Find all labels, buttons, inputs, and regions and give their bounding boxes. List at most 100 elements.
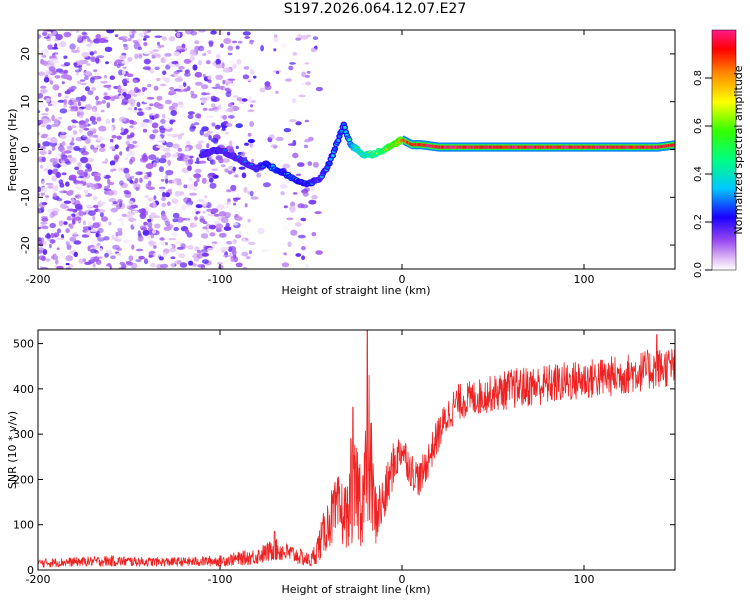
noise-blob	[280, 42, 288, 48]
noise-blob	[166, 133, 175, 137]
noise-blob	[220, 43, 224, 48]
noise-blob	[54, 43, 58, 49]
noise-blob	[151, 229, 157, 234]
noise-blob	[83, 127, 90, 131]
noise-blob	[204, 195, 208, 199]
noise-blob	[230, 184, 237, 191]
noise-blob	[58, 201, 63, 205]
noise-blob	[153, 245, 157, 249]
noise-blob	[126, 73, 134, 78]
noise-blob	[165, 141, 174, 148]
noise-blob	[202, 259, 209, 264]
trace-band-core	[626, 145, 629, 149]
noise-blob	[120, 221, 125, 226]
noise-blob	[95, 34, 102, 39]
noise-blob	[148, 214, 152, 219]
noise-blob	[41, 121, 48, 127]
noise-blob	[55, 154, 61, 158]
noise-blob	[224, 131, 230, 135]
noise-blob	[156, 77, 161, 82]
noise-blob	[237, 40, 243, 44]
noise-blob	[49, 212, 55, 219]
noise-blob	[250, 196, 259, 200]
noise-blob	[38, 71, 46, 76]
noise-blob	[210, 30, 218, 35]
noise-blob	[41, 225, 49, 230]
noise-blob	[273, 34, 278, 38]
noise-blob	[103, 84, 112, 88]
noise-blob	[232, 40, 237, 44]
noise-blob	[227, 52, 233, 56]
noise-blob	[297, 203, 305, 209]
noise-blob	[225, 222, 230, 228]
noise-blob	[198, 30, 206, 33]
noise-blob	[206, 130, 213, 134]
noise-blob	[133, 41, 140, 45]
snr-series-line	[38, 330, 675, 568]
noise-blob	[141, 70, 148, 74]
noise-blob	[143, 42, 148, 46]
noise-blob	[85, 204, 93, 208]
noise-blob	[58, 116, 63, 120]
noise-blob	[283, 205, 288, 209]
noise-blob	[108, 86, 113, 93]
noise-blob	[92, 204, 99, 209]
noise-blob	[102, 266, 110, 269]
noise-blob	[190, 93, 198, 99]
noise-blob	[209, 232, 216, 237]
noise-blob	[178, 65, 185, 70]
noise-blob	[185, 245, 193, 249]
noise-blob	[109, 160, 116, 166]
noise-blob	[134, 177, 139, 184]
noise-blob	[62, 104, 68, 108]
noise-blob	[111, 134, 117, 139]
noise-blob	[96, 144, 101, 148]
noise-blob	[200, 233, 209, 239]
noise-blob	[242, 74, 250, 80]
noise-blob	[177, 147, 182, 152]
noise-blob	[40, 49, 49, 55]
noise-blob	[131, 244, 135, 250]
noise-blob	[194, 40, 200, 45]
noise-blob	[121, 101, 128, 106]
noise-blob	[128, 255, 134, 262]
noise-blob	[167, 159, 172, 166]
noise-blob	[116, 235, 125, 240]
noise-blobs	[38, 30, 324, 269]
noise-blob	[172, 143, 180, 149]
noise-blob	[67, 145, 73, 151]
noise-blob	[106, 189, 115, 196]
noise-blob	[245, 256, 251, 260]
noise-blob	[75, 30, 80, 33]
noise-blob	[122, 66, 127, 70]
y-tick-label: 500	[13, 338, 34, 351]
x-tick-label: 0	[399, 273, 406, 286]
noise-blob	[45, 70, 52, 75]
noise-blob	[87, 221, 92, 226]
noise-blob	[188, 176, 193, 183]
noise-blob	[120, 35, 128, 40]
noise-blob	[127, 57, 133, 62]
noise-blob	[38, 34, 42, 39]
noise-blob	[47, 185, 53, 189]
noise-blob	[220, 164, 226, 168]
noise-blob	[168, 105, 175, 110]
noise-blob	[230, 255, 234, 262]
noise-blob	[47, 164, 54, 171]
noise-blob	[196, 177, 200, 183]
noise-blob	[69, 224, 74, 229]
noise-blob	[47, 237, 52, 242]
noise-blob	[149, 112, 156, 116]
trace-blob-core	[399, 138, 404, 142]
noise-blob	[292, 192, 298, 195]
noise-blob	[163, 123, 172, 130]
noise-blob	[285, 78, 292, 82]
noise-blob	[295, 173, 302, 177]
noise-blob	[247, 109, 255, 113]
noise-blob	[194, 256, 200, 262]
noise-blob	[111, 117, 115, 123]
noise-blob	[128, 200, 134, 205]
noise-blob	[238, 231, 242, 235]
noise-blob	[243, 66, 250, 70]
noise-blob	[297, 234, 306, 239]
